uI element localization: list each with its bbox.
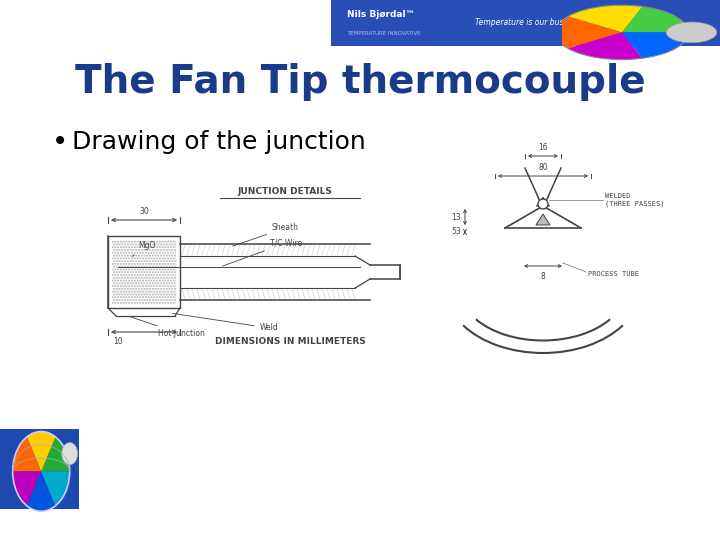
Text: 30: 30 [139,207,149,216]
Text: 10: 10 [113,337,123,346]
Wedge shape [555,16,622,49]
Text: Nils Bjørdal™: Nils Bjørdal™ [347,10,415,19]
Text: 13: 13 [451,213,461,221]
Wedge shape [27,431,55,471]
Text: Sheath: Sheath [233,224,299,246]
Bar [112,240,176,304]
Text: Drawing of the junction: Drawing of the junction [72,130,366,154]
Text: 80: 80 [538,163,548,172]
Text: Temperature is our business: Temperature is our business [475,18,583,28]
Wedge shape [622,6,688,32]
Text: 53: 53 [451,227,461,237]
Polygon shape [536,214,550,225]
Bar [108,236,180,308]
Text: T/C Wire: T/C Wire [222,239,302,266]
Wedge shape [41,471,70,506]
Text: Hot Junction: Hot Junction [130,317,205,339]
Bar [0,429,79,509]
Text: Weld: Weld [173,313,279,333]
Circle shape [666,22,717,43]
Text: MgO: MgO [132,241,156,256]
Text: 8: 8 [541,272,545,281]
FancyBboxPatch shape [315,0,720,48]
Text: PROCESS TUBE: PROCESS TUBE [588,271,639,277]
Text: 16: 16 [538,143,548,152]
Text: WELDED
(THREE PASSES): WELDED (THREE PASSES) [605,193,665,207]
Text: DIMENSIONS IN MILLIMETERS: DIMENSIONS IN MILLIMETERS [215,338,365,347]
Wedge shape [13,437,41,471]
Circle shape [62,443,78,465]
Wedge shape [41,437,70,471]
Wedge shape [27,471,55,511]
Text: JUNCTION DETAILS: JUNCTION DETAILS [238,187,333,197]
Wedge shape [568,32,642,59]
Text: •: • [52,128,68,156]
Wedge shape [622,32,688,58]
Circle shape [538,199,548,209]
Text: The Fan Tip thermocouple: The Fan Tip thermocouple [75,63,645,101]
Text: TEMPERATURE INNOVATIVE: TEMPERATURE INNOVATIVE [347,31,420,36]
Wedge shape [568,5,642,32]
Wedge shape [13,471,41,506]
